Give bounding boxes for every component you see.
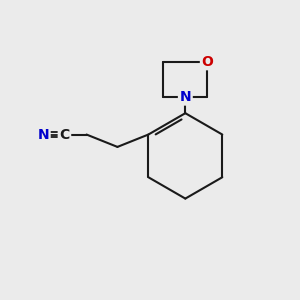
Text: O: O	[202, 55, 213, 69]
Text: N: N	[38, 128, 49, 142]
Text: N: N	[179, 90, 191, 104]
Text: C: C	[59, 128, 70, 142]
